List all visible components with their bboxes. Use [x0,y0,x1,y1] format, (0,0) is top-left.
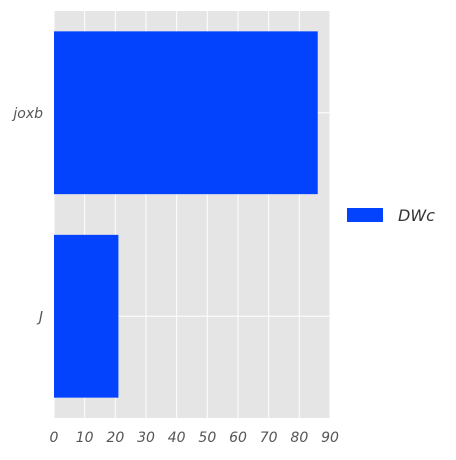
x-tick-label: 40 [168,430,186,446]
x-tick-labels: 0 10 20 30 40 50 60 70 80 90 [50,430,339,446]
legend: DWc [347,206,435,225]
x-tick-label: 70 [260,430,278,446]
x-tick-label: 80 [290,430,308,446]
y-tick-label: J [36,309,43,325]
legend-label: DWc [398,206,435,225]
legend-swatch [347,208,383,222]
x-tick-label: 30 [137,430,155,446]
x-tick-label: 0 [50,430,59,446]
x-tick-label: 50 [198,430,216,446]
x-tick-label: 90 [321,430,339,446]
bars [54,31,318,398]
y-tick-labels: joxb J [11,106,43,326]
bar-joxb [54,31,318,195]
bar-J [54,234,119,398]
y-tick-label: joxb [11,106,43,122]
x-tick-label: 10 [76,430,94,446]
x-tick-label: 60 [229,430,247,446]
x-tick-label: 20 [106,430,124,446]
